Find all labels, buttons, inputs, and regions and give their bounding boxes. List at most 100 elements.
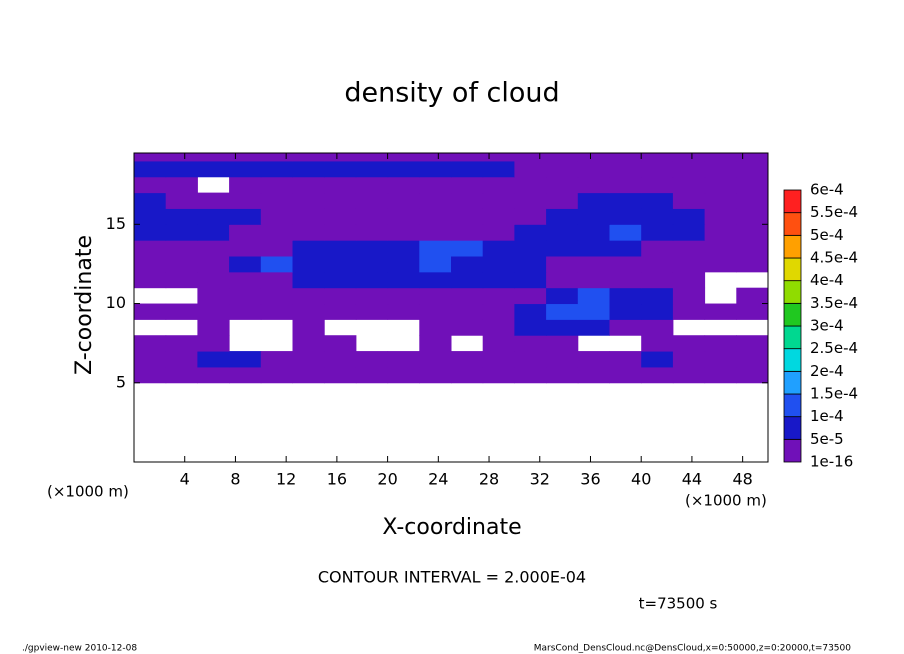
cell bbox=[419, 287, 452, 305]
cell bbox=[514, 366, 547, 384]
cell bbox=[546, 256, 579, 273]
cell bbox=[546, 240, 579, 257]
cell bbox=[387, 160, 420, 178]
cell bbox=[355, 176, 389, 194]
cell bbox=[165, 303, 198, 320]
colorbar-box bbox=[783, 212, 802, 236]
cell bbox=[260, 366, 293, 384]
cell bbox=[609, 153, 642, 162]
x-tick-label: 40 bbox=[631, 470, 651, 489]
field bbox=[134, 153, 768, 384]
cell bbox=[197, 351, 230, 368]
cell bbox=[609, 192, 642, 209]
cell bbox=[704, 224, 737, 241]
cell bbox=[165, 192, 198, 209]
cell bbox=[419, 208, 452, 225]
cell bbox=[641, 240, 674, 257]
cell bbox=[419, 160, 452, 178]
cell bbox=[609, 366, 642, 384]
cell bbox=[260, 287, 293, 305]
time-label: t=73500 s bbox=[639, 595, 718, 613]
cell bbox=[387, 303, 420, 320]
cell bbox=[546, 271, 579, 289]
x-tick-label: 16 bbox=[327, 470, 347, 489]
cell bbox=[165, 160, 198, 178]
cell bbox=[229, 256, 262, 273]
cell bbox=[229, 160, 262, 178]
colorbar-box bbox=[783, 325, 802, 350]
cell bbox=[134, 240, 167, 257]
cell bbox=[355, 256, 389, 273]
cell bbox=[324, 224, 357, 241]
cell bbox=[704, 335, 737, 352]
cell bbox=[482, 319, 515, 336]
colorbar-box bbox=[783, 257, 802, 282]
cell bbox=[672, 335, 706, 352]
cell bbox=[641, 287, 674, 305]
cell bbox=[260, 240, 293, 257]
cell bbox=[577, 192, 610, 209]
cell bbox=[672, 160, 706, 178]
cell bbox=[134, 224, 167, 241]
cell bbox=[197, 366, 230, 384]
cell bbox=[324, 335, 357, 352]
cell bbox=[134, 192, 167, 209]
cell bbox=[165, 224, 198, 241]
cell bbox=[672, 303, 706, 320]
cell bbox=[165, 256, 198, 273]
cell bbox=[609, 160, 642, 178]
cell bbox=[260, 176, 293, 194]
cell bbox=[134, 303, 167, 320]
cell bbox=[641, 192, 674, 209]
cell bbox=[292, 303, 325, 320]
cell bbox=[260, 160, 293, 178]
cell bbox=[292, 351, 325, 368]
cell bbox=[451, 351, 484, 368]
cell bbox=[482, 160, 515, 178]
cell bbox=[704, 351, 737, 368]
cell bbox=[451, 153, 484, 162]
cell bbox=[704, 366, 737, 384]
footer-left: ./gpview-new 2010-12-08 bbox=[22, 644, 137, 654]
cell bbox=[165, 335, 198, 352]
plot-frame bbox=[133, 152, 769, 463]
cell bbox=[577, 351, 610, 368]
cell bbox=[387, 224, 420, 241]
cell bbox=[641, 319, 674, 336]
cell bbox=[419, 256, 452, 273]
cell bbox=[134, 256, 167, 273]
cell bbox=[324, 208, 357, 225]
cell bbox=[609, 319, 642, 336]
cell bbox=[451, 271, 484, 289]
cell bbox=[419, 351, 452, 368]
cell bbox=[641, 256, 674, 273]
cell bbox=[229, 351, 262, 368]
cell bbox=[641, 160, 674, 178]
cell bbox=[482, 366, 515, 384]
cell bbox=[229, 192, 262, 209]
cell bbox=[704, 303, 737, 320]
cell bbox=[482, 335, 515, 352]
cell bbox=[355, 287, 389, 305]
cell bbox=[672, 153, 706, 162]
cell bbox=[514, 351, 547, 368]
contour-interval: CONTOUR INTERVAL = 2.000E-04 bbox=[318, 568, 586, 587]
cell bbox=[197, 335, 230, 352]
cell bbox=[736, 287, 768, 305]
cell bbox=[292, 224, 325, 241]
cell bbox=[482, 176, 515, 194]
cell bbox=[672, 287, 706, 305]
cell bbox=[451, 192, 484, 209]
cell bbox=[672, 271, 706, 289]
chart-title: density of cloud bbox=[344, 78, 559, 109]
cell bbox=[641, 335, 674, 352]
cell bbox=[229, 176, 262, 194]
x-tick-label: 24 bbox=[428, 470, 448, 489]
cell bbox=[514, 153, 547, 162]
cell bbox=[546, 366, 579, 384]
cell bbox=[482, 224, 515, 241]
cell bbox=[546, 192, 579, 209]
x-tick-label: 32 bbox=[530, 470, 550, 489]
cell bbox=[577, 208, 610, 225]
cell bbox=[451, 176, 484, 194]
